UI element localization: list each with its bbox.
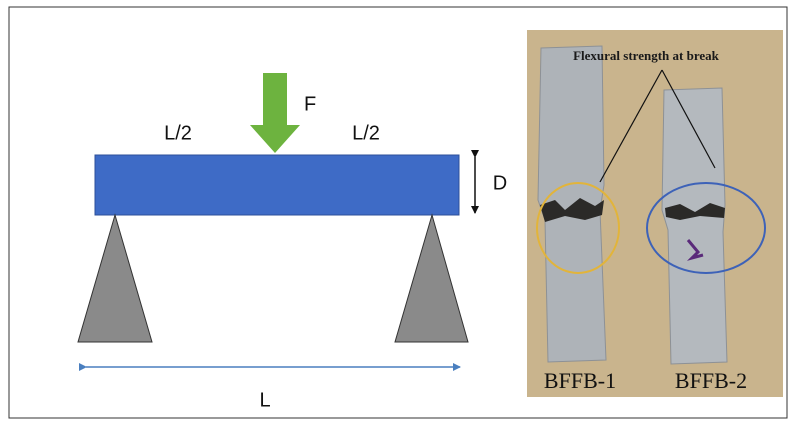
figure: F L/2 L/2 D L Flexural strength at break…: [0, 0, 795, 427]
page: {"diagram": {"force_label": "F", "half_s…: [0, 0, 795, 427]
beam: [95, 155, 459, 215]
span-label: L: [259, 389, 270, 411]
force-label: F: [304, 93, 316, 115]
annotation: Flexural strength at break: [573, 48, 720, 63]
specimen-label: BFFB-2: [675, 368, 747, 393]
half-span-label: L/2: [164, 122, 192, 144]
depth-label: D: [493, 172, 507, 194]
specimen-label: BFFB-1: [544, 368, 616, 393]
half-span-label: L/2: [352, 122, 380, 144]
